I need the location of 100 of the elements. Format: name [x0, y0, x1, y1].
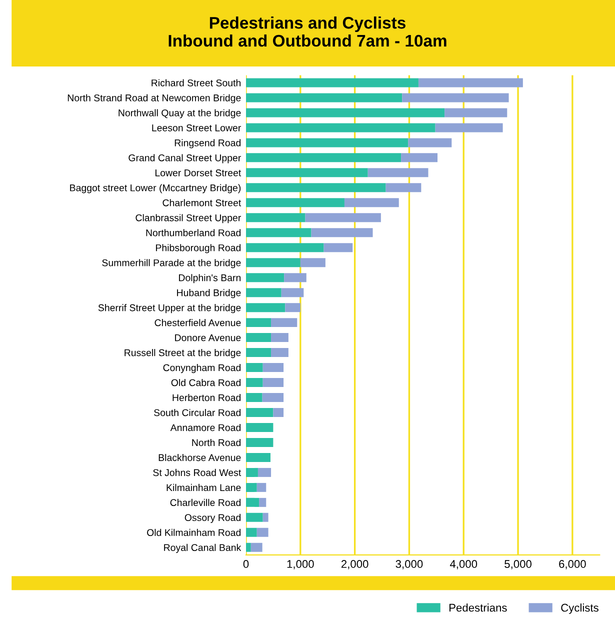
bar: [344, 198, 399, 208]
y-tick-label: Clanbrassil Street Upper: [136, 214, 241, 224]
y-tick-label: Ossory Road: [184, 514, 241, 523]
y-tick-label: North Road: [192, 438, 241, 446]
y-tick-label: Donore Avenue: [175, 334, 241, 342]
bar: [246, 183, 386, 192]
y-tick-label: Grand Canal Street Upper: [128, 154, 241, 164]
bar: [246, 408, 274, 417]
legend-label: Pedestrians: [449, 604, 507, 612]
bar: [246, 528, 257, 537]
bar: [273, 408, 284, 417]
bar: [246, 348, 272, 358]
y-tick-label: Summerhill Parade at the bridge: [102, 259, 241, 268]
bar: [246, 498, 260, 507]
bar: [262, 363, 284, 372]
bar: [246, 123, 436, 132]
y-tick-label: Russell Street at the bridge: [124, 349, 241, 358]
bar: [246, 542, 251, 552]
bar: [284, 273, 306, 282]
x-tick-label: 6,000: [559, 560, 586, 570]
bar: [246, 228, 312, 238]
bar: [444, 108, 508, 118]
y-tick-label: Herberton Road: [172, 394, 241, 402]
bar: [368, 168, 428, 178]
bar: [271, 333, 288, 342]
bar: [262, 512, 268, 522]
y-tick-label: St Johns Road West: [153, 468, 242, 476]
bar: [386, 183, 422, 192]
bar: [246, 168, 368, 178]
y-tick-label: Phibsborough Road: [156, 244, 241, 254]
bar: [418, 78, 523, 88]
bar: [246, 438, 274, 447]
x-tick-label: 0: [243, 560, 249, 568]
y-tick-label: Charleville Road: [170, 498, 241, 506]
y-tick-label: Leeson Street Lower: [152, 124, 241, 132]
y-tick-label: Kilmainham Lane: [166, 484, 241, 492]
legend-label: Cyclists: [561, 604, 598, 614]
x-tick-label: 4,000: [450, 560, 478, 570]
bar: [246, 512, 263, 522]
y-tick-label: Northwall Quay at the bridge: [118, 109, 241, 118]
bar: [258, 468, 272, 477]
bar: [281, 288, 304, 298]
bar: [250, 542, 262, 552]
bar: [305, 213, 381, 222]
bar: [300, 258, 326, 268]
y-tick-label: Huband Bridge: [177, 289, 241, 298]
bar: [246, 363, 263, 372]
bar: [246, 93, 402, 102]
bar: [259, 498, 266, 507]
y-tick-label: Blackhorse Avenue: [158, 454, 241, 462]
bar: [246, 303, 286, 312]
bar: [285, 303, 300, 312]
bar: [246, 482, 257, 492]
bar: [271, 348, 288, 358]
bar: [246, 333, 272, 342]
bar: [271, 318, 298, 328]
y-tick-label: Baggot street Lower (Mccartney Bridge): [70, 184, 241, 194]
x-tick-label: 1,000: [287, 560, 314, 570]
bar: [246, 243, 324, 252]
y-tick-label: Dolphin's Barn: [179, 274, 241, 284]
y-tick-label: Conyngham Road: [163, 364, 241, 374]
x-tick-label: 5,000: [504, 560, 532, 570]
y-tick-label: North Strand Road at Newcomen Bridge: [68, 94, 241, 104]
bar: [324, 243, 353, 252]
bar: [246, 108, 445, 118]
bar: [246, 213, 306, 222]
bar: [246, 138, 408, 148]
y-tick-label: Old Kilmainham Road: [147, 528, 241, 536]
bar: [246, 468, 258, 477]
bar: [408, 138, 452, 148]
bar: [256, 528, 268, 537]
bar: [435, 123, 503, 132]
bar: [311, 228, 373, 238]
y-tick-label: South Circular Road: [154, 408, 241, 416]
y-tick-label: Annamore Road: [170, 424, 241, 432]
bar: [401, 153, 438, 162]
bar: [262, 378, 284, 388]
bar: [246, 378, 263, 388]
y-tick-label: Lower Dorset Street: [155, 169, 242, 176]
bar: [262, 393, 284, 402]
y-tick-label: Richard Street South: [152, 79, 241, 86]
bar: [246, 393, 262, 402]
bar: [246, 153, 402, 162]
y-tick-label: Ringsend Road: [174, 139, 241, 148]
y-tick-label: Old Cabra Road: [171, 378, 241, 386]
bar: [256, 482, 266, 492]
bar: [246, 288, 282, 298]
y-tick-label: Northumberland Road: [146, 229, 241, 236]
y-tick-label: Charlemont Street: [162, 199, 242, 206]
bar: [246, 258, 300, 268]
chart-title: Pedestrians and Cyclists Inbound and Outbound 7am - 10am: [168, 16, 446, 47]
x-tick-label: 3,000: [396, 560, 423, 570]
bar: [246, 318, 272, 328]
y-tick-label: Royal Canal Bank: [164, 544, 242, 553]
bar: [402, 93, 509, 102]
bar: [246, 273, 284, 282]
bar: [246, 452, 270, 462]
bar: [246, 198, 344, 208]
bar: [246, 78, 418, 88]
y-tick-label: Sherrif Street Upper at the bridge: [98, 304, 241, 314]
